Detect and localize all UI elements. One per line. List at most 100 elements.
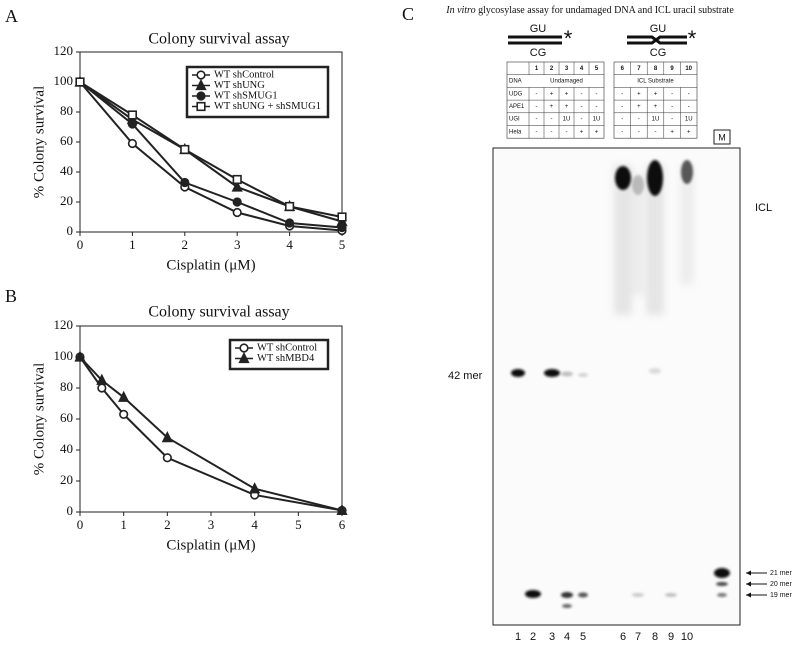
smear [631, 175, 645, 295]
substrate-bottom: CG [530, 47, 547, 59]
lane-number: 6 [620, 631, 626, 643]
band [714, 568, 730, 578]
panel-label: C [402, 4, 414, 24]
table-cell: + [637, 104, 641, 110]
lane-header: 1 [535, 66, 539, 72]
marker [180, 177, 190, 188]
asterisk: * [688, 26, 697, 51]
y-tick-label: 100 [54, 73, 74, 88]
panel-label: A [5, 6, 18, 26]
table-cell: + [595, 129, 599, 135]
table-cell: + [637, 91, 641, 97]
marker [337, 212, 347, 222]
row-label: UDG [509, 91, 523, 97]
lane-header: 7 [637, 66, 641, 72]
smear [614, 165, 632, 315]
marker [96, 373, 108, 385]
table-cell: - [638, 129, 640, 135]
gel-bands [511, 160, 730, 608]
legend-label: WT shUNG [214, 80, 265, 91]
x-tick-label: 4 [251, 517, 258, 532]
marker [238, 351, 250, 364]
y-tick-label: 0 [67, 503, 74, 518]
band [561, 592, 573, 598]
x-tick-label: 3 [208, 517, 215, 532]
strand [627, 35, 687, 45]
arrow-head [746, 592, 751, 598]
x-tick-label: 5 [339, 237, 346, 252]
x-tick-label: 2 [164, 517, 171, 532]
substrate-bottom: CG [650, 47, 667, 59]
table-cell: - [655, 129, 657, 135]
substrate-top: GU [650, 23, 667, 35]
x-tick-label: 2 [182, 237, 189, 252]
table-cell: - [566, 129, 568, 135]
lane-header: 10 [685, 66, 692, 72]
size-label: 19 mer [770, 592, 792, 599]
table-cell: - [581, 91, 583, 97]
band [665, 593, 677, 597]
row-label: Hela [509, 129, 522, 135]
table-cell: - [688, 91, 690, 97]
chart-title: Colony survival assay [148, 304, 289, 321]
legend-label: WT shUNG + shSMUG1 [214, 101, 321, 112]
row-label: APE1 [509, 104, 525, 110]
y-axis-label: % Colony survival [31, 363, 47, 476]
lane-header: 3 [565, 66, 569, 72]
y-tick-label: 20 [60, 193, 73, 208]
lane-number: 10 [681, 631, 693, 643]
table-cell: - [536, 91, 538, 97]
lane-number: 2 [530, 631, 536, 643]
marker [232, 174, 242, 185]
x-tick-label: 3 [234, 237, 241, 252]
y-tick-label: 20 [60, 472, 73, 487]
table-cell: - [551, 129, 553, 135]
marker [75, 77, 85, 87]
marker [74, 350, 86, 362]
size-label: 20 mer [770, 581, 792, 588]
lane-number: 4 [564, 631, 570, 643]
arrow-head [746, 581, 751, 587]
band [632, 175, 644, 195]
table-cell: + [565, 104, 569, 110]
table-cell: + [670, 129, 674, 135]
band [544, 369, 560, 377]
band [578, 592, 588, 598]
marker-box [713, 129, 731, 145]
table-cell: - [596, 91, 598, 97]
marker-lane: M [718, 132, 726, 142]
dna-cell: Undamaged [550, 79, 583, 85]
asterisk: * [564, 26, 573, 51]
table-cell: + [550, 104, 554, 110]
series-line [79, 81, 343, 232]
lane-header: 5 [595, 66, 599, 72]
y-tick-label: 60 [60, 133, 73, 148]
lane-number: 5 [580, 631, 586, 643]
legend-label: WT shMBD4 [257, 353, 315, 364]
marker [196, 70, 206, 80]
marker [127, 119, 137, 129]
legend-label: WT shSMUG1 [214, 90, 278, 101]
marker [232, 197, 242, 207]
marker [127, 110, 138, 120]
panel-label: B [5, 286, 17, 306]
substrate-top: GU [530, 23, 547, 35]
marker [162, 453, 172, 463]
x-axis-label: Cisplatin (μM) [166, 537, 255, 553]
marker [97, 383, 107, 393]
marker [118, 390, 130, 402]
band [647, 160, 663, 196]
title-italic: In vitro [445, 5, 475, 16]
band [562, 604, 572, 608]
marker [249, 482, 261, 494]
x-tick-label: 6 [339, 517, 346, 532]
band-label: 42 mer [448, 370, 483, 382]
title-rest: glycosylase assay for undamaged DNA and … [476, 5, 735, 16]
marker [196, 91, 206, 101]
table-cell: - [596, 104, 598, 110]
substrate-icl: GU CG * [627, 23, 697, 59]
arrow-head [746, 570, 751, 576]
table-cell: + [550, 91, 554, 97]
x-tick-label: 0 [77, 237, 84, 252]
